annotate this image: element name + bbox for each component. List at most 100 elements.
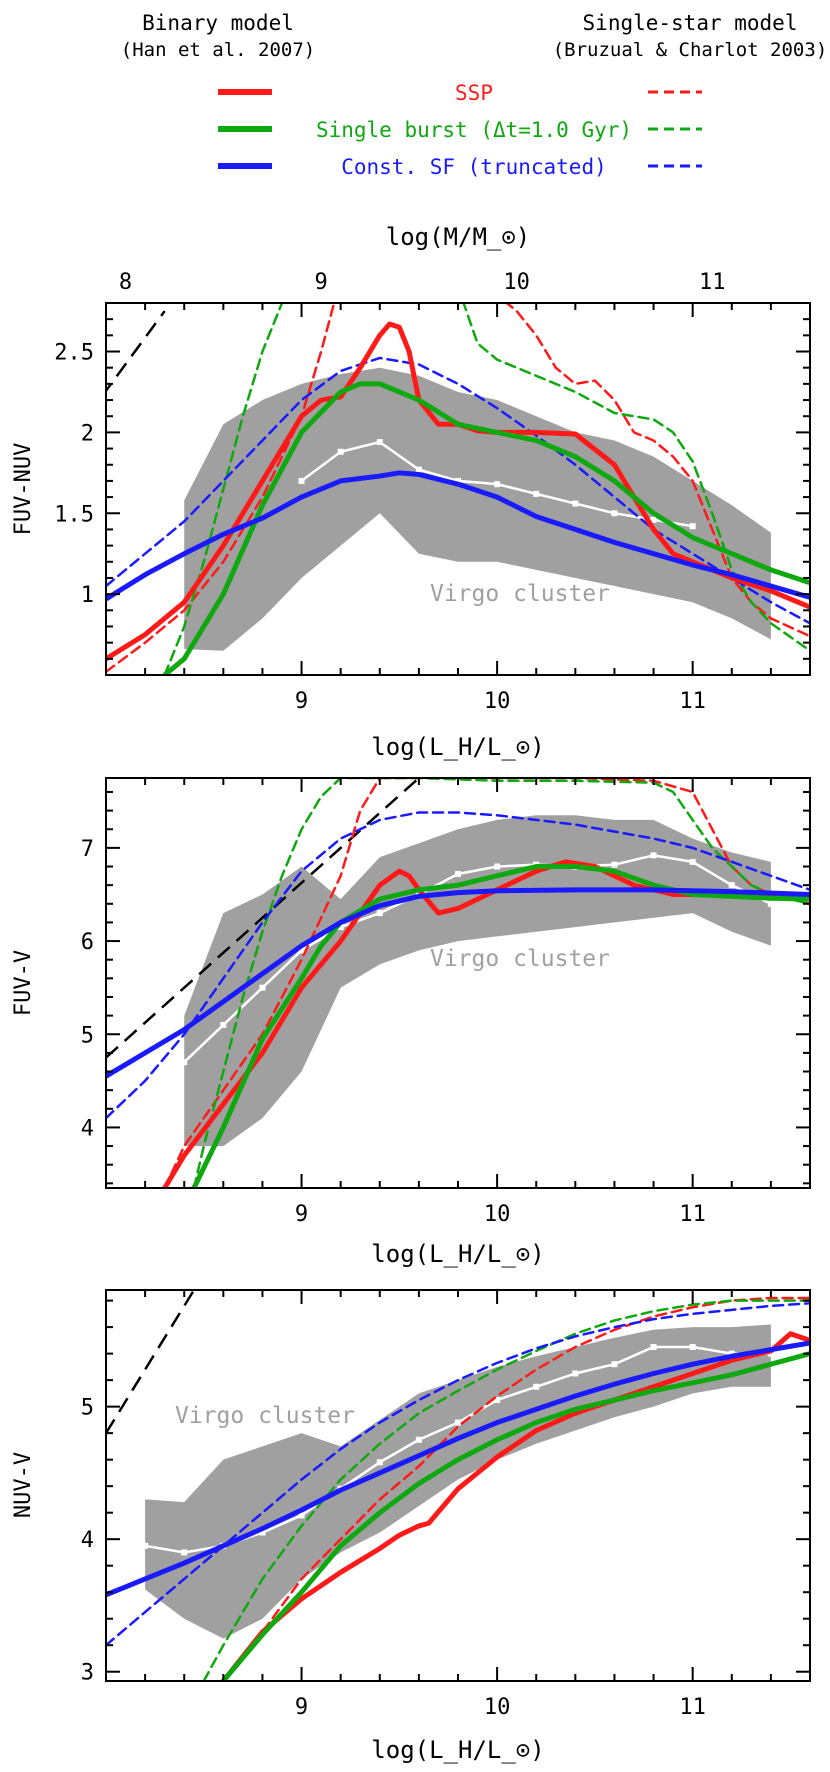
y-tick-label: 4 xyxy=(81,1116,94,1141)
virgo-median-point xyxy=(337,448,344,455)
y-tick-label: 1 xyxy=(81,583,94,608)
x-tick-label: 9 xyxy=(295,1202,308,1227)
series-single-burst-binary xyxy=(162,381,810,675)
virgo-median-point xyxy=(455,1419,461,1426)
series-const-sf-single-star xyxy=(106,811,810,1120)
virgo-median-point xyxy=(572,500,579,507)
virgo-cluster-band xyxy=(184,815,771,1147)
y-tick-label: 2.5 xyxy=(54,341,94,366)
virgo-median-point xyxy=(415,1436,422,1443)
series-ssp-single-star xyxy=(106,303,810,674)
y-tick-label: 1.5 xyxy=(54,502,94,527)
virgo-median-point xyxy=(689,858,696,865)
series-const-sf-binary xyxy=(106,1340,810,1598)
virgo-median-point xyxy=(533,1383,540,1390)
y-tick-label: 6 xyxy=(81,930,94,955)
virgo-median-point xyxy=(376,1459,383,1466)
virgo-median-point xyxy=(298,1512,305,1519)
y-tick-label: 4 xyxy=(81,1528,94,1553)
virgo-median-point xyxy=(767,1350,774,1357)
y-tick-label: 3 xyxy=(81,1661,94,1686)
binary-model-reference: (Han et al. 2007) xyxy=(121,39,315,61)
virgo-median-point xyxy=(533,490,540,497)
virgo-median-point xyxy=(455,870,461,877)
virgo-cluster-band xyxy=(145,1324,771,1639)
virgo-median-point xyxy=(572,1370,579,1377)
virgo-median-point xyxy=(494,863,501,870)
single-star-model-title: Single-star model xyxy=(583,11,798,35)
virgo-median-point xyxy=(181,1549,188,1556)
reference-dashed-line xyxy=(106,310,166,393)
single-star-model-reference: (Bruzual & Charlot 2003) xyxy=(553,39,828,61)
series-ssp-binary xyxy=(106,321,810,662)
series-const-sf-binary xyxy=(106,470,810,602)
virgo-median-point xyxy=(298,477,305,484)
virgo-median-point xyxy=(376,910,383,917)
x-axis-label: log(L_H/L_⊙) xyxy=(371,1240,544,1268)
reference-dashed-line xyxy=(106,1290,196,1434)
top-tick-label: 10 xyxy=(503,270,530,295)
virgo-median-point xyxy=(650,516,657,523)
virgo-median-point xyxy=(494,481,501,488)
series-single-burst-binary xyxy=(191,864,810,1188)
virgo-median-point xyxy=(611,861,618,868)
virgo-median-point xyxy=(689,1343,696,1350)
x-tick-label: 10 xyxy=(484,1695,511,1720)
x-axis-label: log(L_H/L_⊙) xyxy=(371,1736,544,1764)
y-tick-label: 5 xyxy=(81,1023,94,1048)
series-single-burst-binary xyxy=(220,1351,810,1681)
virgo-median-line xyxy=(183,854,772,1064)
virgo-median-point xyxy=(259,984,266,991)
x-tick-label: 11 xyxy=(679,689,706,714)
top-tick-label: 8 xyxy=(119,270,132,295)
virgo-cluster-annotation: Virgo cluster xyxy=(175,1403,355,1429)
virgo-median-point xyxy=(728,882,735,889)
panel-nuv-v: 9 10 11 3 4 5 log(L_H/L_⊙) NUV-V Virgo cluste… xyxy=(11,1289,811,1764)
virgo-median-point xyxy=(689,523,696,530)
legend: Binary model (Han et al. 2007) Single-st… xyxy=(121,11,828,179)
virgo-median-point xyxy=(298,947,305,954)
x-tick-label: 11 xyxy=(679,1202,706,1227)
virgo-median-point xyxy=(181,1059,188,1066)
legend-const-label: Const. SF (truncated) xyxy=(341,155,607,179)
virgo-median-point xyxy=(220,1021,227,1028)
virgo-median-point xyxy=(455,477,461,484)
series-const-sf-binary xyxy=(106,887,810,1079)
virgo-median-point xyxy=(650,852,657,859)
virgo-median-point xyxy=(611,510,618,517)
x-tick-label: 10 xyxy=(484,689,511,714)
y-axis-label: FUV-V xyxy=(11,950,36,1016)
y-tick-label: 7 xyxy=(81,837,94,862)
legend-burst-label: Single burst (Δt=1.0 Gyr) xyxy=(316,118,632,142)
y-axis-label: FUV-NUV xyxy=(11,443,36,536)
virgo-median-point xyxy=(767,900,774,907)
virgo-median-point xyxy=(611,1361,618,1368)
y-axis-label: NUV-V xyxy=(11,1452,36,1518)
panel-fuv-v: 9 10 11 4 5 6 7 log(L_H/L_⊙) FUV-V Virgo clust… xyxy=(11,777,811,1268)
series-ssp-single-star xyxy=(222,1296,810,1681)
virgo-median-point xyxy=(337,924,344,931)
top-tick-label: 11 xyxy=(699,270,726,295)
virgo-median-point xyxy=(494,1397,501,1404)
reference-dashed-line xyxy=(106,778,420,1059)
binary-model-title: Binary model xyxy=(142,11,294,35)
virgo-cluster-band xyxy=(184,367,771,651)
virgo-cluster-annotation: Virgo cluster xyxy=(430,581,610,607)
y-tick-label: 5 xyxy=(81,1396,94,1421)
virgo-cluster-annotation: Virgo cluster xyxy=(430,946,610,972)
series-single-burst-single-star xyxy=(163,303,810,675)
top-tick-label: 9 xyxy=(314,270,327,295)
series-ssp-binary xyxy=(220,1331,810,1681)
y-tick-label: 2 xyxy=(81,421,94,446)
virgo-median-point xyxy=(728,1350,735,1357)
x-tick-label: 11 xyxy=(679,1695,706,1720)
virgo-median-point xyxy=(142,1542,149,1549)
virgo-median-point xyxy=(376,439,383,446)
virgo-median-point xyxy=(415,466,422,473)
x-tick-label: 9 xyxy=(295,689,308,714)
x-axis-label: log(L_H/L_⊙) xyxy=(371,733,544,761)
virgo-median-point xyxy=(650,1343,657,1350)
virgo-median-point xyxy=(259,1529,266,1536)
